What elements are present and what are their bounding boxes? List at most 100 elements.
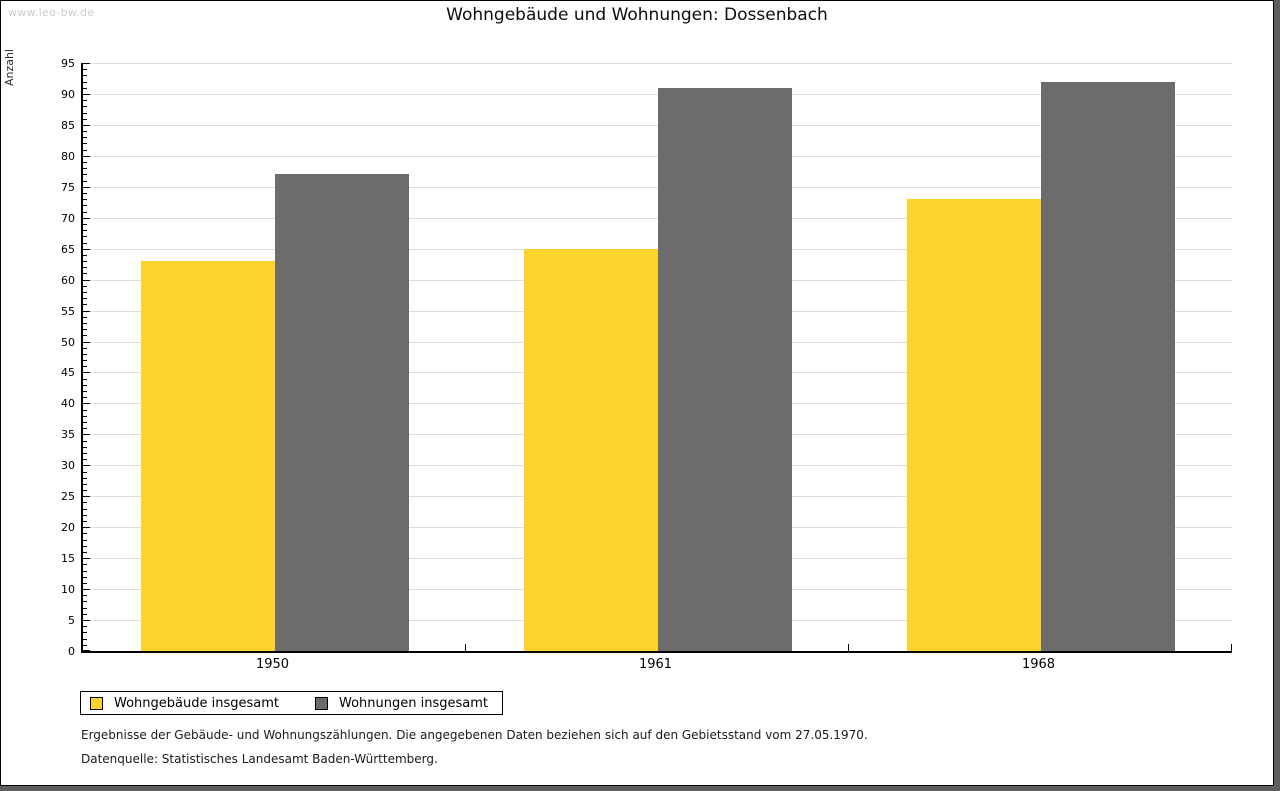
y-tick-label: 5: [68, 614, 75, 628]
y-minor-tick: [83, 236, 87, 238]
x-category-label: 1968: [1021, 657, 1056, 672]
legend-item: Wohngebäude insgesamt: [90, 696, 279, 711]
y-major-tick: [83, 403, 90, 405]
y-major-tick: [83, 155, 90, 157]
y-tick-label: 45: [61, 366, 75, 380]
y-minor-tick: [83, 391, 87, 393]
legend-swatch-series0: [90, 696, 103, 710]
legend-label: Wohngebäude insgesamt: [114, 695, 279, 711]
y-tick-label: 15: [61, 552, 75, 566]
y-minor-tick: [83, 199, 87, 201]
y-minor-tick: [83, 595, 87, 597]
y-major-tick: [83, 527, 90, 529]
x-boundary-tick: [1231, 644, 1232, 651]
y-tick-label: 35: [61, 428, 75, 442]
y-major-tick: [83, 63, 90, 64]
y-minor-tick: [83, 174, 87, 176]
y-minor-tick: [83, 347, 87, 349]
y-tick-label: 40: [61, 397, 75, 411]
y-minor-tick: [83, 106, 87, 108]
y-minor-tick: [83, 409, 87, 411]
y-major-tick: [83, 279, 90, 281]
y-minor-tick: [83, 137, 87, 139]
chart-title: Wohngebäude und Wohnungen: Dossenbach: [446, 5, 828, 25]
y-major-tick: [83, 650, 90, 651]
y-tick-label: 60: [61, 273, 75, 287]
y-minor-tick: [83, 514, 87, 516]
y-minor-tick: [83, 384, 87, 386]
y-tick-label: 85: [61, 118, 75, 132]
y-minor-tick: [83, 638, 87, 640]
y-minor-tick: [83, 267, 87, 269]
y-minor-tick: [83, 471, 87, 473]
y-minor-tick: [83, 459, 87, 461]
y-minor-tick: [83, 452, 87, 454]
y-minor-tick: [83, 100, 87, 102]
y-minor-tick: [83, 322, 87, 324]
y-tick-label: 80: [61, 149, 75, 163]
y-tick-label: 0: [68, 645, 75, 658]
y-minor-tick: [83, 192, 87, 194]
y-minor-tick: [83, 378, 87, 380]
y-major-tick: [83, 372, 90, 374]
bar-1961-series1: [657, 87, 792, 651]
y-major-tick: [83, 558, 90, 560]
y-major-tick: [83, 186, 90, 188]
y-minor-tick: [83, 261, 87, 263]
y-tick-label: 65: [61, 242, 75, 256]
y-minor-tick: [83, 397, 87, 399]
y-tick-label: 55: [61, 304, 75, 318]
y-minor-tick: [83, 298, 87, 300]
y-tick-label: 30: [61, 459, 75, 473]
plot-area: [81, 63, 1232, 653]
y-tick-label: 50: [61, 335, 75, 349]
y-minor-tick: [83, 576, 87, 578]
y-tick-label: 90: [61, 87, 75, 101]
y-minor-tick: [83, 415, 87, 417]
bar-1968-series1: [1040, 81, 1175, 651]
y-minor-tick: [83, 285, 87, 287]
y-minor-tick: [83, 316, 87, 318]
y-minor-tick: [83, 143, 87, 145]
bar-1950-series0: [140, 261, 275, 651]
legend-swatch-series1: [315, 696, 328, 710]
y-minor-tick: [83, 223, 87, 225]
y-major-tick: [83, 217, 90, 219]
y-tick-label: 10: [61, 583, 75, 597]
y-major-tick: [83, 589, 90, 591]
y-minor-tick: [83, 242, 87, 244]
y-tick-label: 70: [61, 211, 75, 225]
y-minor-tick: [83, 508, 87, 510]
legend-item: Wohnungen insgesamt: [315, 696, 488, 711]
footer-source: Datenquelle: Statistisches Landesamt Bad…: [81, 752, 438, 766]
y-minor-tick: [83, 118, 87, 120]
y-minor-tick: [83, 570, 87, 572]
y-minor-tick: [83, 69, 87, 71]
y-minor-tick: [83, 87, 87, 89]
y-minor-tick: [83, 273, 87, 275]
y-minor-tick: [83, 353, 87, 355]
legend-label: Wohnungen insgesamt: [339, 695, 488, 711]
y-minor-tick: [83, 521, 87, 523]
x-category-label: 1961: [638, 657, 673, 672]
y-minor-tick: [83, 168, 87, 170]
y-major-tick: [83, 310, 90, 312]
y-minor-tick: [83, 533, 87, 535]
y-minor-tick: [83, 582, 87, 584]
y-minor-tick: [83, 180, 87, 182]
bar-1961-series0: [523, 248, 658, 651]
y-minor-tick: [83, 477, 87, 479]
y-minor-tick: [83, 483, 87, 485]
y-minor-tick: [83, 644, 87, 646]
footer-note: Ergebnisse der Gebäude- und Wohnungszähl…: [81, 728, 868, 742]
x-boundary-tick: [848, 644, 849, 651]
bar-1950-series1: [274, 174, 409, 651]
y-tick-label: 95: [61, 57, 75, 70]
y-minor-tick: [83, 131, 87, 133]
y-minor-tick: [83, 422, 87, 423]
y-major-tick: [83, 124, 90, 126]
y-minor-tick: [83, 75, 87, 77]
watermark: www.leo-bw.de: [8, 6, 95, 19]
